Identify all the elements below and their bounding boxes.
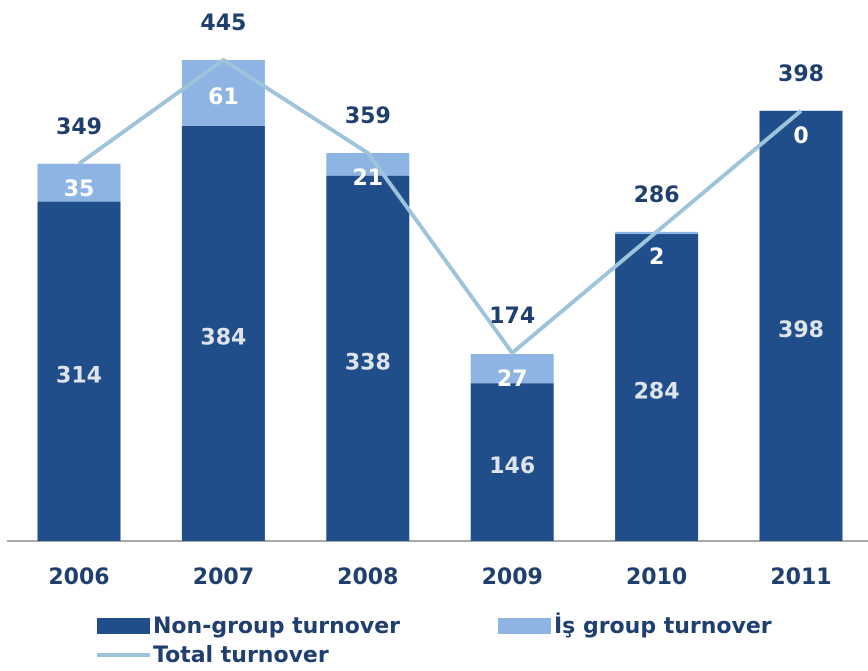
data-label: 359 bbox=[345, 104, 391, 129]
x-tick-label: 2008 bbox=[337, 565, 398, 590]
data-label: 61 bbox=[208, 85, 239, 110]
data-label: 27 bbox=[497, 367, 528, 392]
bar-segment bbox=[181, 60, 265, 126]
bar-segment bbox=[181, 125, 265, 542]
data-label: 146 bbox=[489, 454, 535, 479]
legend-label: İş group turnover bbox=[554, 613, 772, 639]
bar-segment bbox=[326, 152, 410, 176]
data-label: 286 bbox=[634, 183, 680, 208]
data-label: 0 bbox=[793, 124, 808, 149]
x-tick-label: 2011 bbox=[770, 565, 831, 590]
data-label: 338 bbox=[345, 350, 391, 375]
bar-segment bbox=[470, 383, 554, 541]
data-label: 349 bbox=[56, 115, 102, 140]
legend-label: Total turnover bbox=[153, 643, 329, 668]
data-label: 35 bbox=[64, 177, 95, 202]
bar-segment bbox=[470, 354, 554, 384]
data-label: 445 bbox=[200, 11, 246, 36]
legend-label: Non-group turnover bbox=[153, 614, 400, 639]
x-tick-label: 2006 bbox=[48, 565, 109, 590]
bar-segment bbox=[759, 110, 843, 541]
bar-segment bbox=[326, 175, 410, 541]
bar-segment bbox=[615, 234, 699, 541]
data-label: 384 bbox=[200, 325, 246, 350]
x-tick-label: 2009 bbox=[482, 565, 543, 590]
data-label: 314 bbox=[56, 363, 102, 388]
data-label: 284 bbox=[634, 380, 680, 405]
data-label: 174 bbox=[489, 304, 535, 329]
x-tick-label: 2007 bbox=[193, 565, 254, 590]
total-line bbox=[77, 57, 803, 356]
legend-swatch bbox=[498, 618, 551, 634]
legend-swatch bbox=[97, 618, 150, 634]
data-label: 2 bbox=[649, 245, 664, 270]
data-label: 398 bbox=[778, 318, 824, 343]
bar-segment bbox=[37, 163, 121, 202]
bar-segment bbox=[37, 201, 121, 541]
data-label: 398 bbox=[778, 62, 824, 87]
x-tick-label: 2010 bbox=[626, 565, 687, 590]
